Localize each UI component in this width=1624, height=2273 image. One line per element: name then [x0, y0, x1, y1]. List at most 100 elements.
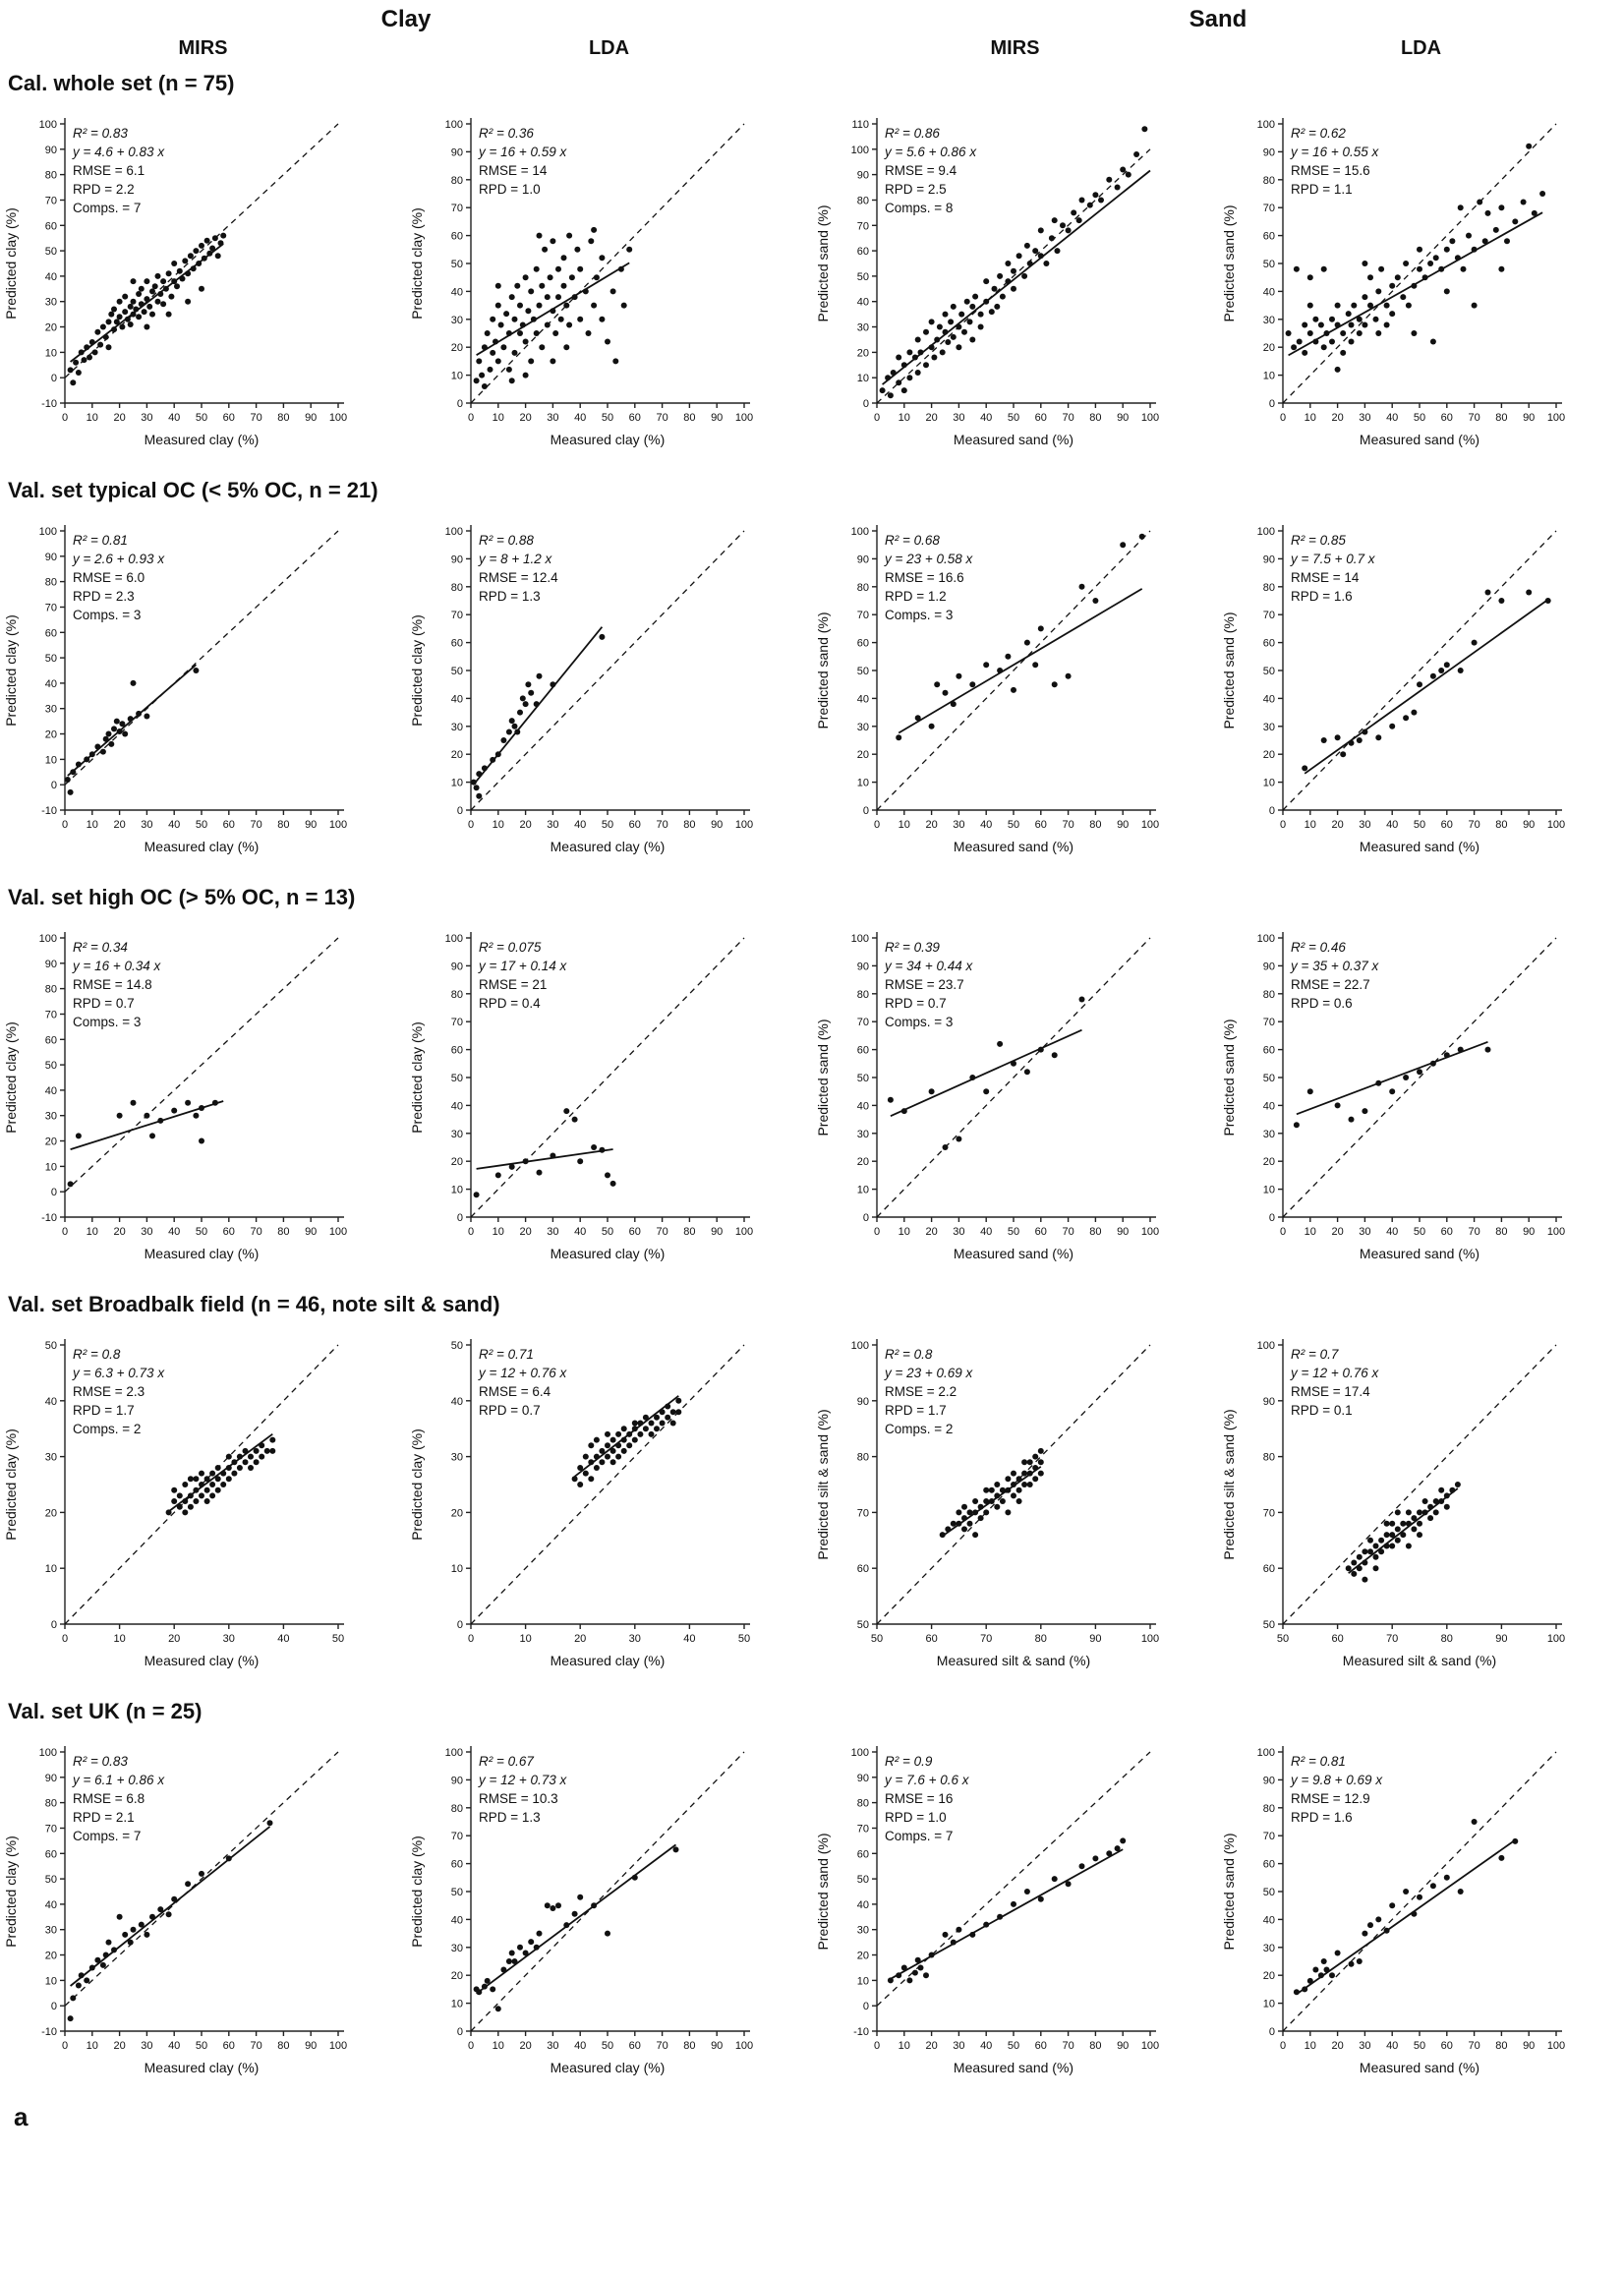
- svg-text:20: 20: [451, 749, 463, 761]
- svg-text:10: 10: [45, 1975, 57, 1987]
- axes: 0 10 20 30 40 50 60 70 80 90 100 0 10 20 30 40 50 60 70 80 9…: [1257, 932, 1565, 1238]
- x-axis-label: Measured clay (%): [145, 1653, 260, 1668]
- x-axis-label: Measured clay (%): [145, 2060, 260, 2075]
- svg-text:0: 0: [457, 805, 463, 817]
- svg-text:30: 30: [547, 2040, 558, 2052]
- svg-text:100: 100: [1547, 1633, 1565, 1645]
- svg-text:10: 10: [899, 412, 910, 424]
- x-axis-label: Measured clay (%): [551, 1246, 666, 1261]
- svg-text:0: 0: [1269, 398, 1275, 410]
- svg-text:50: 50: [1414, 2040, 1425, 2052]
- svg-text:10: 10: [451, 1563, 463, 1575]
- scatter-points: [473, 1846, 679, 2012]
- svg-text:60: 60: [223, 412, 235, 424]
- svg-text:10: 10: [451, 371, 463, 382]
- svg-text:y = 8 + 1.2 x: y = 8 + 1.2 x: [478, 552, 553, 566]
- y-axis-label: Predicted sand (%): [1221, 1019, 1237, 1136]
- svg-text:RPD = 0.7: RPD = 0.7: [479, 1403, 541, 1418]
- svg-text:R² = 0.85: R² = 0.85: [1291, 533, 1346, 548]
- scatter-plot-svg: -10 0 10 20 30 40 50 60 70 80 90 100 0 10 20 30 40 50 60 70…: [3, 1746, 347, 2075]
- fit-line: [70, 1100, 224, 1150]
- svg-text:90: 90: [857, 1396, 869, 1408]
- y-axis-label: Predicted sand (%): [815, 1833, 831, 1950]
- scatter-plot-svg: 0 10 20 30 40 50 60 70 80 90 100 0 10 20 30 40 50 60 70 80 9…: [409, 932, 753, 1261]
- svg-text:90: 90: [45, 552, 57, 563]
- svg-text:20: 20: [519, 2040, 531, 2052]
- svg-text:80: 80: [1495, 412, 1507, 424]
- svg-text:30: 30: [451, 1943, 463, 1954]
- svg-text:90: 90: [857, 554, 869, 565]
- scatter-points: [571, 1397, 682, 1487]
- svg-text:30: 30: [1263, 722, 1275, 733]
- svg-text:50: 50: [1263, 1619, 1275, 1631]
- svg-text:y = 5.6 + 0.86 x: y = 5.6 + 0.86 x: [884, 145, 977, 159]
- scatter-points: [67, 1099, 218, 1188]
- svg-text:0: 0: [51, 2001, 57, 2012]
- svg-text:30: 30: [547, 1226, 558, 1238]
- svg-text:Comps. = 3: Comps. = 3: [885, 608, 953, 622]
- svg-text:60: 60: [451, 1045, 463, 1057]
- svg-text:90: 90: [1117, 412, 1129, 424]
- axes: 0 10 20 30 40 50 60 70 80 90 100 0 10 20 30 40 50 60 70 80 9…: [445, 932, 753, 1238]
- svg-text:70: 70: [1062, 1226, 1073, 1238]
- svg-text:30: 30: [857, 1925, 869, 1937]
- svg-text:90: 90: [1117, 2040, 1129, 2052]
- svg-text:y = 6.3 + 0.73 x: y = 6.3 + 0.73 x: [72, 1366, 165, 1380]
- svg-text:-10: -10: [853, 2026, 869, 2038]
- group-header-sand: Sand: [1189, 6, 1247, 32]
- svg-text:10: 10: [87, 412, 98, 424]
- svg-text:RPD = 1.0: RPD = 1.0: [479, 182, 541, 197]
- svg-text:0: 0: [468, 819, 474, 831]
- svg-text:20: 20: [45, 1951, 57, 1962]
- svg-text:70: 70: [250, 412, 261, 424]
- svg-text:70: 70: [656, 1226, 667, 1238]
- svg-text:-10: -10: [41, 1212, 57, 1224]
- svg-text:60: 60: [1035, 412, 1047, 424]
- x-axis-label: Measured clay (%): [551, 432, 666, 447]
- scatter-plot-svg: 0 10 20 30 40 50 60 70 80 90 100 110 0 10 20 30 40 50 60 70…: [815, 118, 1159, 447]
- svg-text:40: 40: [45, 1899, 57, 1911]
- scatter-points: [879, 126, 1148, 399]
- svg-text:100: 100: [851, 145, 869, 156]
- svg-text:60: 60: [1441, 2040, 1453, 2052]
- fit-line: [1304, 599, 1549, 775]
- row-title-val-uk: Val. set UK (n = 25): [8, 1699, 203, 1723]
- scatter-plot-svg: 0 10 20 30 40 50 60 70 80 90 100 0 10 20 30 40 50 60 70 80 9…: [409, 1746, 753, 2075]
- svg-text:90: 90: [1495, 1633, 1507, 1645]
- svg-text:70: 70: [45, 1824, 57, 1836]
- svg-text:40: 40: [451, 1396, 463, 1408]
- svg-text:20: 20: [925, 412, 937, 424]
- svg-text:50: 50: [1263, 1887, 1275, 1898]
- svg-text:20: 20: [925, 2040, 937, 2052]
- svg-text:30: 30: [141, 2040, 152, 2052]
- axes: 0 10 20 30 40 50 60 70 80 90 100 0 10 20 30 40 50 60 70 80 9…: [851, 525, 1159, 831]
- svg-text:60: 60: [451, 1859, 463, 1871]
- svg-text:20: 20: [1331, 2040, 1343, 2052]
- svg-text:RMSE = 17.4: RMSE = 17.4: [1291, 1384, 1370, 1399]
- svg-text:80: 80: [1441, 1633, 1453, 1645]
- svg-text:0: 0: [1280, 819, 1286, 831]
- svg-text:RPD = 1.1: RPD = 1.1: [1291, 182, 1353, 197]
- identity-line: [876, 148, 1151, 404]
- svg-text:90: 90: [451, 554, 463, 565]
- svg-text:40: 40: [168, 2040, 180, 2052]
- svg-text:100: 100: [39, 526, 57, 538]
- svg-text:10: 10: [493, 412, 504, 424]
- svg-text:80: 80: [857, 196, 869, 207]
- svg-text:10: 10: [857, 1185, 869, 1196]
- svg-text:RPD = 1.6: RPD = 1.6: [1291, 589, 1353, 604]
- svg-text:100: 100: [1257, 526, 1275, 538]
- x-axis-label: Measured sand (%): [1360, 1246, 1479, 1261]
- svg-text:100: 100: [735, 412, 753, 424]
- stats-annotation: R² = 0.86 y = 5.6 + 0.86 x RMSE = 9.4 RPD =…: [884, 126, 977, 215]
- svg-text:80: 80: [683, 412, 695, 424]
- svg-text:RMSE = 14: RMSE = 14: [479, 163, 548, 178]
- svg-text:30: 30: [45, 704, 57, 716]
- axes: 50 60 70 80 90 100 50 60 70 80 90 100: [851, 1339, 1159, 1645]
- y-axis-label: Predicted clay (%): [3, 1836, 19, 1948]
- svg-text:100: 100: [1547, 2040, 1565, 2052]
- svg-text:90: 90: [1089, 1633, 1101, 1645]
- svg-text:10: 10: [493, 2040, 504, 2052]
- svg-text:30: 30: [1359, 412, 1370, 424]
- svg-text:90: 90: [1523, 1226, 1535, 1238]
